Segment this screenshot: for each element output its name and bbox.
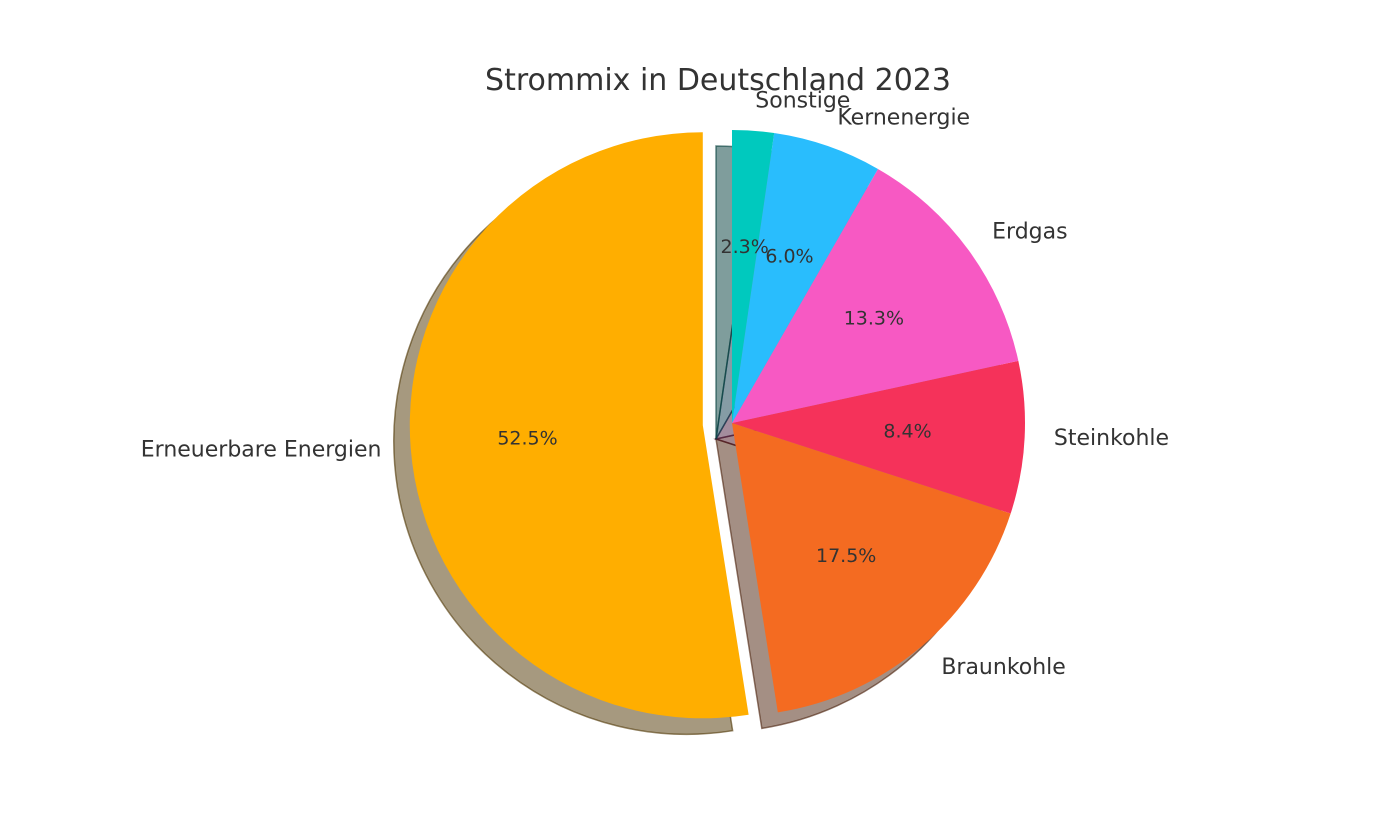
label-sonstige: Sonstige [755, 89, 850, 114]
slice-steinkohle [732, 360, 1025, 514]
slice-sonstige [732, 130, 775, 423]
label-braunkohle: Braunkohle [941, 655, 1066, 680]
labels: Erneuerbare Energien 52.5% Braunkohle 17.5%… [141, 89, 1169, 681]
pct-label-braunkohle: 17.5% [816, 545, 876, 567]
label-kernenergie: Kernenergie [837, 105, 970, 130]
pct-label-erneuerbare-energien: 52.5% [497, 428, 557, 450]
chart-title: Strommix in Deutschland 2023 [485, 63, 951, 98]
slice-kernenergie [732, 133, 878, 423]
pct-label-kernenergie: 6.0% [765, 245, 813, 267]
label-erneuerbare-energien: Erneuerbare Energien [141, 438, 382, 463]
label-steinkohle: Steinkohle [1054, 426, 1169, 451]
pct-label-sonstige: 2.3% [721, 236, 769, 258]
label-erdgas: Erdgas [992, 220, 1067, 245]
slice-erdgas [732, 168, 1019, 423]
slices [409, 130, 1025, 719]
pct-label-steinkohle: 8.4% [883, 420, 931, 442]
slice-braunkohle [732, 423, 1011, 713]
slice-erneuerbare-energien [409, 132, 749, 719]
pct-label-erdgas: 13.3% [844, 308, 904, 330]
